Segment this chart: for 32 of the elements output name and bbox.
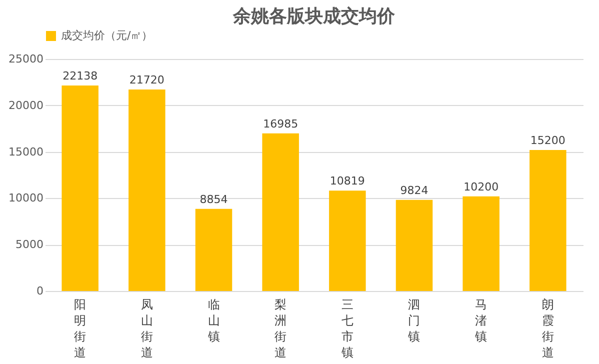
bar [128, 89, 166, 291]
x-tick-label: 梨洲街道 [274, 298, 287, 360]
y-tick-label: 20000 [8, 98, 44, 112]
x-tick-label: 泗门镇 [407, 298, 420, 344]
bar [396, 200, 433, 291]
x-tick-label: 马渚镇 [474, 298, 488, 344]
bar [262, 133, 299, 291]
y-tick-label: 5000 [16, 238, 44, 252]
bar [329, 190, 366, 291]
data-label: 16985 [263, 117, 298, 130]
bar [530, 150, 566, 291]
data-label: 10200 [464, 180, 499, 194]
x-tick-label: 朗霞街道 [542, 298, 554, 360]
bar [195, 208, 232, 291]
y-tick-label: 0 [36, 284, 44, 298]
data-label: 15200 [530, 134, 566, 147]
bar [462, 196, 500, 291]
bar [62, 86, 98, 291]
data-label: 9824 [400, 184, 428, 197]
x-tick-label: 凤山街道 [140, 298, 153, 360]
x-tick-label: 临山镇 [206, 298, 220, 344]
x-tick-label: 三七市镇 [340, 298, 354, 360]
data-label: 21720 [129, 73, 164, 86]
legend-label: 成交均价（元/㎡） [61, 29, 153, 42]
y-tick-label: 25000 [8, 52, 44, 66]
chart-title: 余姚各版块成交均价 [232, 6, 396, 27]
data-label: 10819 [330, 174, 365, 188]
data-label: 8854 [200, 192, 228, 206]
y-tick-label: 10000 [8, 192, 44, 205]
data-label: 22138 [62, 70, 98, 83]
y-tick-label: 15000 [8, 145, 44, 158]
x-tick-label: 阳明街道 [74, 298, 86, 360]
